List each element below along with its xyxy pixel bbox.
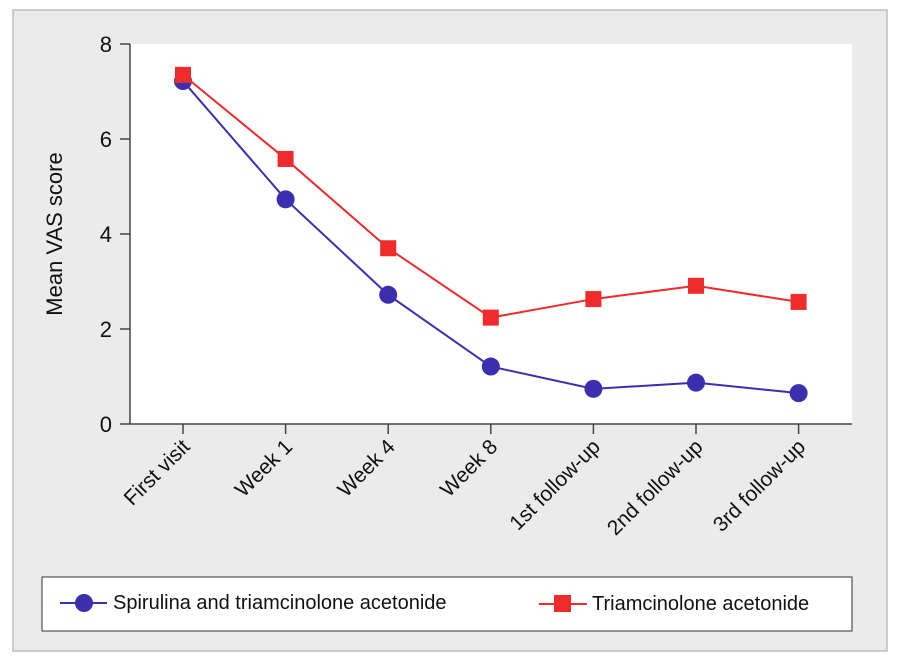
data-point-triamcinolone <box>688 277 704 294</box>
legend-marker-triamcinolone <box>554 595 571 612</box>
data-point-triamcinolone <box>482 309 499 326</box>
legend-item-spirulina: Spirulina and triamcinolone acetonide <box>60 592 447 614</box>
legend-item-triamcinolone: Triamcinolone acetonide <box>539 593 809 615</box>
data-point-spirulina <box>789 384 808 403</box>
data-point-spirulina <box>687 373 705 392</box>
data-point-triamcinolone <box>175 66 191 83</box>
y-tick-label: 0 <box>100 412 112 437</box>
y-axis: 0 2 4 6 8 <box>100 32 131 437</box>
legend-marker-spirulina <box>75 594 93 612</box>
series-spirulina <box>174 72 808 403</box>
data-point-spirulina <box>584 379 603 398</box>
data-point-triamcinolone <box>380 240 397 257</box>
y-tick-label: 2 <box>100 317 112 342</box>
data-point-spirulina <box>379 285 398 304</box>
legend-label-spirulina: Spirulina and triamcinolone acetonide <box>113 592 447 614</box>
data-point-triamcinolone <box>277 150 294 167</box>
data-point-spirulina <box>481 357 500 376</box>
legend: Spirulina and triamcinolone acetonide Tr… <box>41 576 853 632</box>
y-tick-label: 4 <box>100 222 112 247</box>
data-point-triamcinolone <box>790 293 807 310</box>
y-tick-label: 8 <box>100 32 112 57</box>
y-axis-label: Mean VAS score <box>42 152 67 315</box>
legend-label-triamcinolone: Triamcinolone acetonide <box>592 593 809 615</box>
data-point-triamcinolone <box>585 291 602 308</box>
legend-box <box>41 576 853 632</box>
series-triamcinolone <box>175 66 807 326</box>
data-point-spirulina <box>276 190 295 209</box>
y-tick-label: 6 <box>100 127 112 152</box>
series-layer <box>174 66 808 403</box>
